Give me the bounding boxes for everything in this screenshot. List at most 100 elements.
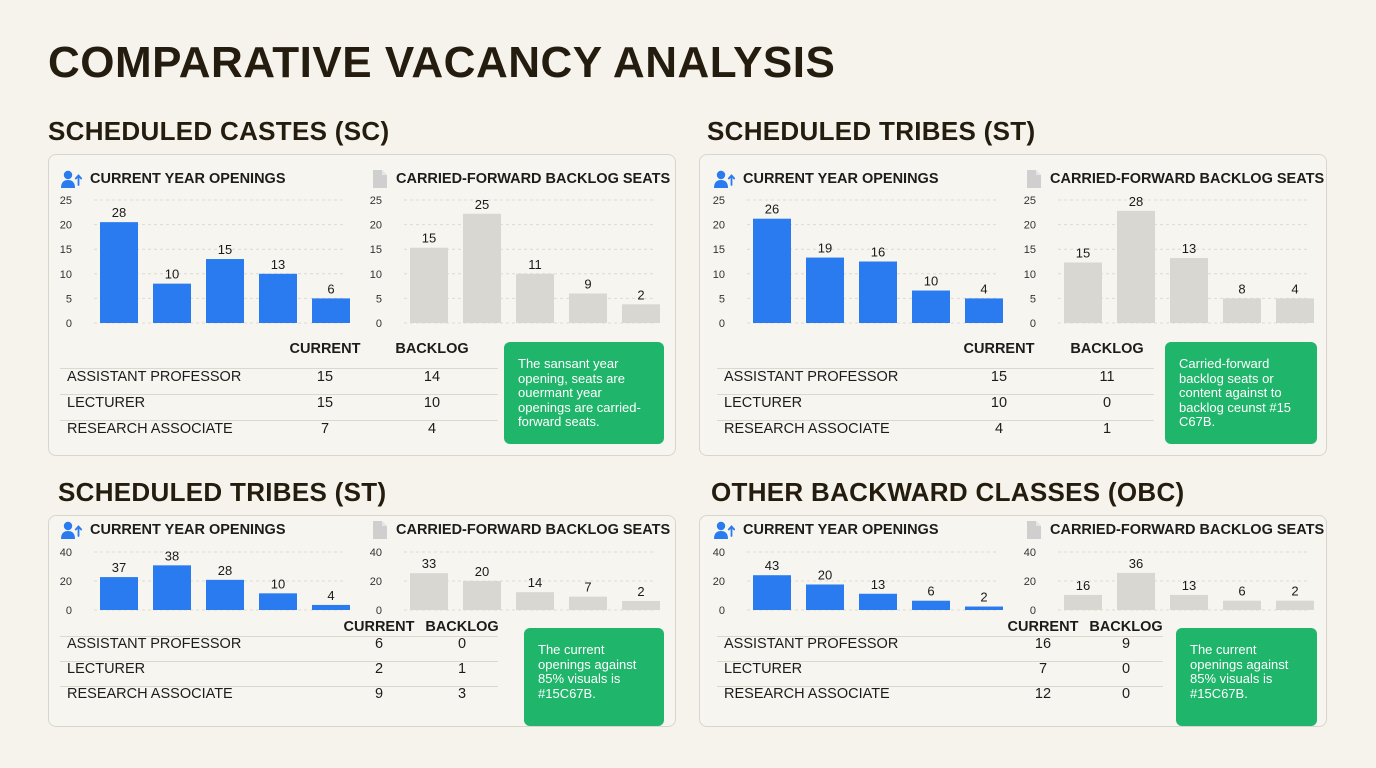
row-label: RESEARCH ASSOCIATE <box>724 686 890 702</box>
cell-current: 7 <box>1038 661 1048 677</box>
bar-value-label: 26 <box>765 202 779 217</box>
chart-title: CARRIED-FORWARD BACKLOG SEATS <box>396 171 671 187</box>
chart-title: CURRENT YEAR OPENINGS <box>90 171 286 187</box>
row-divider <box>60 660 498 662</box>
bar <box>806 584 844 610</box>
column-header-current: CURRENT <box>963 341 1035 357</box>
bar-value-label: 4 <box>980 281 987 296</box>
user-upload-icon <box>61 170 82 188</box>
y-tick-label: 20 <box>370 576 382 588</box>
current-openings-chart: 0 20 40 43 20 13 6 2 <box>713 547 1003 617</box>
bar <box>259 273 297 323</box>
bar <box>312 604 350 610</box>
cell-current: 4 <box>994 421 1004 437</box>
row-label: RESEARCH ASSOCIATE <box>67 686 233 702</box>
y-tick-label: 5 <box>1030 293 1036 305</box>
y-tick-label: 20 <box>1024 576 1036 588</box>
document-icon <box>1027 170 1041 188</box>
bar <box>516 273 554 323</box>
bar-value-label: 6 <box>327 281 334 296</box>
cell-current: 7 <box>320 421 330 437</box>
cell-current: 15 <box>316 395 334 411</box>
bar <box>100 222 138 323</box>
row-label: ASSISTANT PROFESSOR <box>67 636 242 652</box>
insight-note: Carried-forward backlog seats or content… <box>1165 342 1317 444</box>
bar <box>1170 594 1208 610</box>
current-openings-chart: 0 5 10 15 20 25 26 19 16 10 4 <box>713 195 1003 330</box>
cell-backlog: 3 <box>457 686 467 702</box>
cell-current: 16 <box>1034 636 1052 652</box>
y-tick-label: 10 <box>60 269 72 281</box>
column-header-backlog: BACKLOG <box>425 619 499 635</box>
bar-value-label: 28 <box>112 205 126 220</box>
bar-value-label: 16 <box>1076 578 1090 593</box>
bar-value-label: 4 <box>1291 281 1298 296</box>
bar-value-label: 15 <box>1076 245 1090 260</box>
bar <box>753 575 791 610</box>
column-header-backlog: BACKLOG <box>395 341 469 357</box>
row-divider <box>717 635 1163 637</box>
row-label: LECTURER <box>67 661 146 677</box>
bar <box>463 213 501 323</box>
bar-value-label: 16 <box>871 245 885 260</box>
row-label: RESEARCH ASSOCIATE <box>67 421 233 437</box>
bar <box>753 218 791 323</box>
y-tick-label: 15 <box>713 244 725 256</box>
y-tick-label: 10 <box>1024 269 1036 281</box>
y-tick-label: 0 <box>376 318 382 330</box>
bar <box>153 283 191 323</box>
cell-backlog: 10 <box>423 395 441 411</box>
bar <box>859 261 897 323</box>
chart-title: CURRENT YEAR OPENINGS <box>743 171 939 187</box>
row-divider <box>60 635 498 637</box>
user-upload-icon <box>714 521 735 539</box>
row-label: LECTURER <box>724 661 803 677</box>
bar <box>206 579 244 610</box>
backlog-seats-header: CARRIED-FORWARD BACKLOG SEATS <box>372 169 670 189</box>
row-divider <box>717 368 1154 369</box>
insight-note: The sansant year opening, seats are ouer… <box>504 342 664 444</box>
chart-title: CARRIED-FORWARD BACKLOG SEATS <box>1050 522 1325 538</box>
bar <box>259 593 297 610</box>
bar-value-label: 6 <box>1238 584 1245 599</box>
bar-value-label: 11 <box>528 257 542 272</box>
current-openings-header: CURRENT YEAR OPENINGS <box>60 520 286 540</box>
bar <box>912 290 950 323</box>
y-tick-label: 0 <box>719 605 725 617</box>
document-icon <box>373 521 387 539</box>
y-tick-label: 10 <box>713 269 725 281</box>
backlog-seats-header: CARRIED-FORWARD BACKLOG SEATS <box>1026 520 1324 540</box>
cell-backlog: 1 <box>457 661 467 677</box>
bar <box>806 257 844 323</box>
chart-title: CARRIED-FORWARD BACKLOG SEATS <box>1050 171 1325 187</box>
bar-value-label: 43 <box>765 558 779 573</box>
bar-value-label: 14 <box>528 575 542 590</box>
bar <box>312 298 350 323</box>
backlog-seats-chart: 0 20 40 16 36 13 6 2 <box>1024 547 1314 617</box>
column-header-backlog: BACKLOG <box>1070 341 1144 357</box>
row-divider <box>60 368 498 369</box>
cell-backlog: 0 <box>1102 395 1112 411</box>
cell-current: 15 <box>990 369 1008 385</box>
y-tick-label: 20 <box>60 220 72 232</box>
y-tick-label: 20 <box>370 220 382 232</box>
y-tick-label: 0 <box>376 605 382 617</box>
section-title: SCHEDULED TRIBES (ST) <box>58 477 387 507</box>
bar-value-label: 2 <box>980 590 987 605</box>
current-openings-chart: 0 5 10 15 20 25 28 10 15 13 6 <box>60 195 350 330</box>
y-tick-label: 10 <box>370 269 382 281</box>
section-title: SCHEDULED CASTES (SC) <box>48 116 390 146</box>
row-divider <box>717 685 1163 687</box>
row-label: ASSISTANT PROFESSOR <box>724 636 899 652</box>
bar <box>569 596 607 610</box>
bar-value-label: 19 <box>818 241 832 256</box>
bar <box>1223 600 1261 610</box>
bar-value-label: 20 <box>818 567 832 582</box>
bar <box>622 304 660 323</box>
bar <box>410 573 448 610</box>
y-tick-label: 0 <box>66 605 72 617</box>
insight-note: The current openings against 85% visuals… <box>524 628 664 726</box>
cell-current: 6 <box>374 636 384 652</box>
y-tick-label: 40 <box>370 547 382 559</box>
bar-value-label: 28 <box>1129 194 1143 209</box>
